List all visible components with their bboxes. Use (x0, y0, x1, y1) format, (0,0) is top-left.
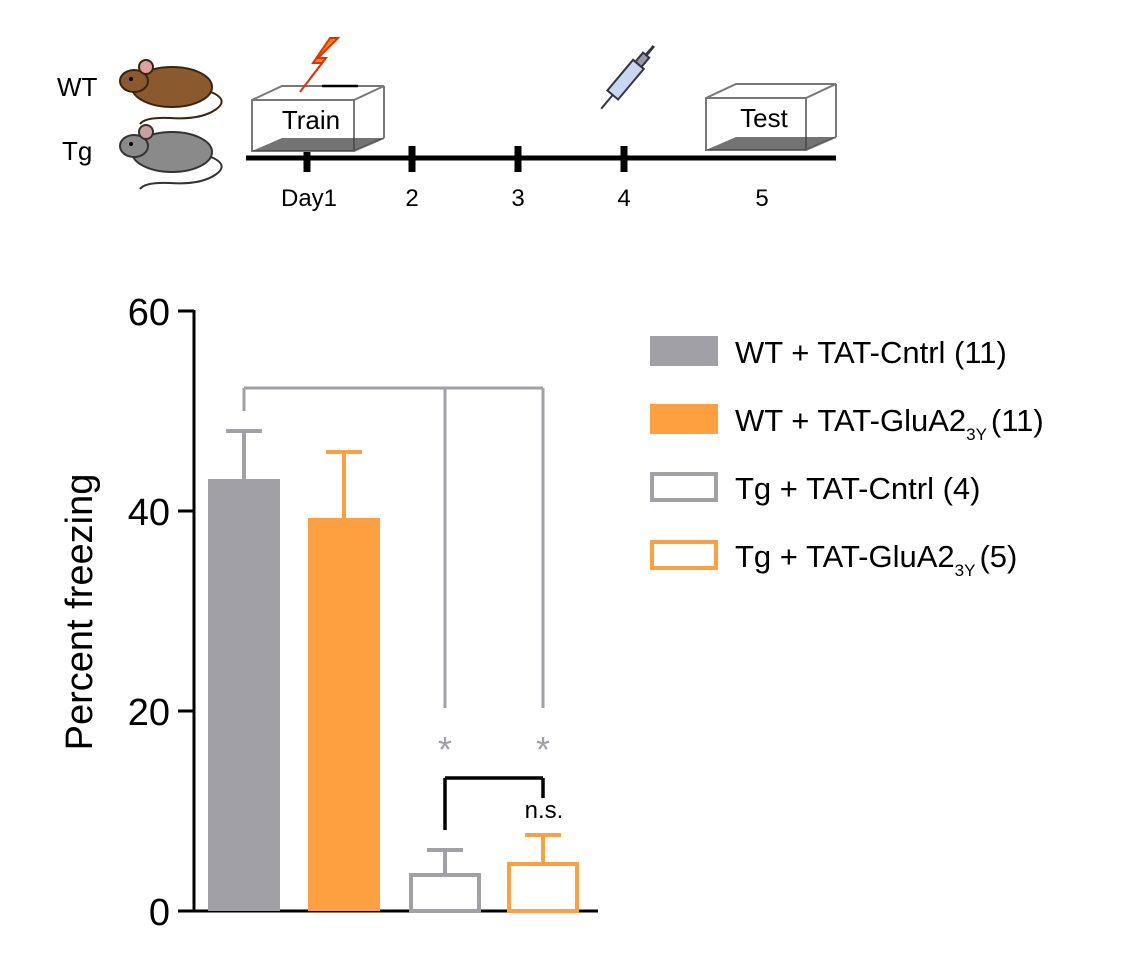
bar-chart: Percent freezing 0 20 40 60 * * n.s. (59, 292, 598, 934)
day-label-4: 4 (617, 185, 630, 212)
ns-bracket (443, 776, 545, 830)
y-tick-label: 60 (128, 292, 170, 334)
legend-item: WT + TAT-Cntrl (11) (650, 335, 1007, 370)
wt-mouse-icon (119, 59, 223, 125)
day-label-2: 2 (405, 185, 418, 212)
legend-swatch (650, 336, 718, 366)
train-label: Train (282, 105, 340, 135)
day-label-5: 5 (755, 185, 768, 212)
syringe-icon (600, 44, 656, 110)
test-label: Test (740, 103, 788, 133)
train-chamber-icon (251, 84, 385, 152)
legend-item: WT + TAT-GluA23Y (11) (650, 403, 1044, 444)
y-tick-label: 20 (128, 692, 170, 734)
y-tick-label: 0 (149, 892, 170, 934)
y-ticks: 0 20 40 60 (128, 292, 194, 934)
bar (409, 873, 481, 913)
legend-swatch (650, 404, 718, 434)
y-tick-label: 40 (128, 492, 170, 534)
legend-item: Tg + TAT-GluA23Y (5) (650, 539, 1017, 580)
legend-label: WT + TAT-Cntrl (11) (735, 335, 1007, 370)
group-label-tg: Tg (62, 136, 92, 166)
bar (208, 479, 280, 911)
ns-label: n.s. (525, 797, 564, 824)
significance-star-tg-cntrl: * (438, 729, 452, 770)
legend-swatch (650, 472, 718, 502)
day-label-1: Day1 (281, 185, 337, 212)
group-label-wt: WT (57, 72, 98, 102)
bars (208, 429, 579, 913)
tg-mouse-icon (119, 124, 223, 190)
legend: WT + TAT-Cntrl (11) WT + TAT-GluA23Y (11) T… (650, 335, 1044, 580)
legend-item: Tg + TAT-Cntrl (4) (650, 471, 980, 506)
y-axis-label: Percent freezing (59, 474, 101, 751)
legend-label: Tg + TAT-Cntrl (4) (735, 471, 980, 506)
significance-bracket-wt-vs-tg (242, 386, 545, 708)
legend-label: Tg + TAT-GluA23Y (5) (735, 539, 1017, 580)
shock-bolt-icon (299, 37, 341, 93)
significance-star-tg-glua2: * (536, 729, 550, 770)
legend-label: WT + TAT-GluA23Y (11) (735, 403, 1044, 444)
timeline-panel: WT Tg Day1 2 3 4 5 (57, 37, 837, 212)
bar (308, 518, 380, 911)
day-label-3: 3 (511, 185, 524, 212)
bar (507, 862, 579, 913)
test-chamber-icon (705, 83, 837, 151)
legend-swatch (650, 540, 718, 570)
